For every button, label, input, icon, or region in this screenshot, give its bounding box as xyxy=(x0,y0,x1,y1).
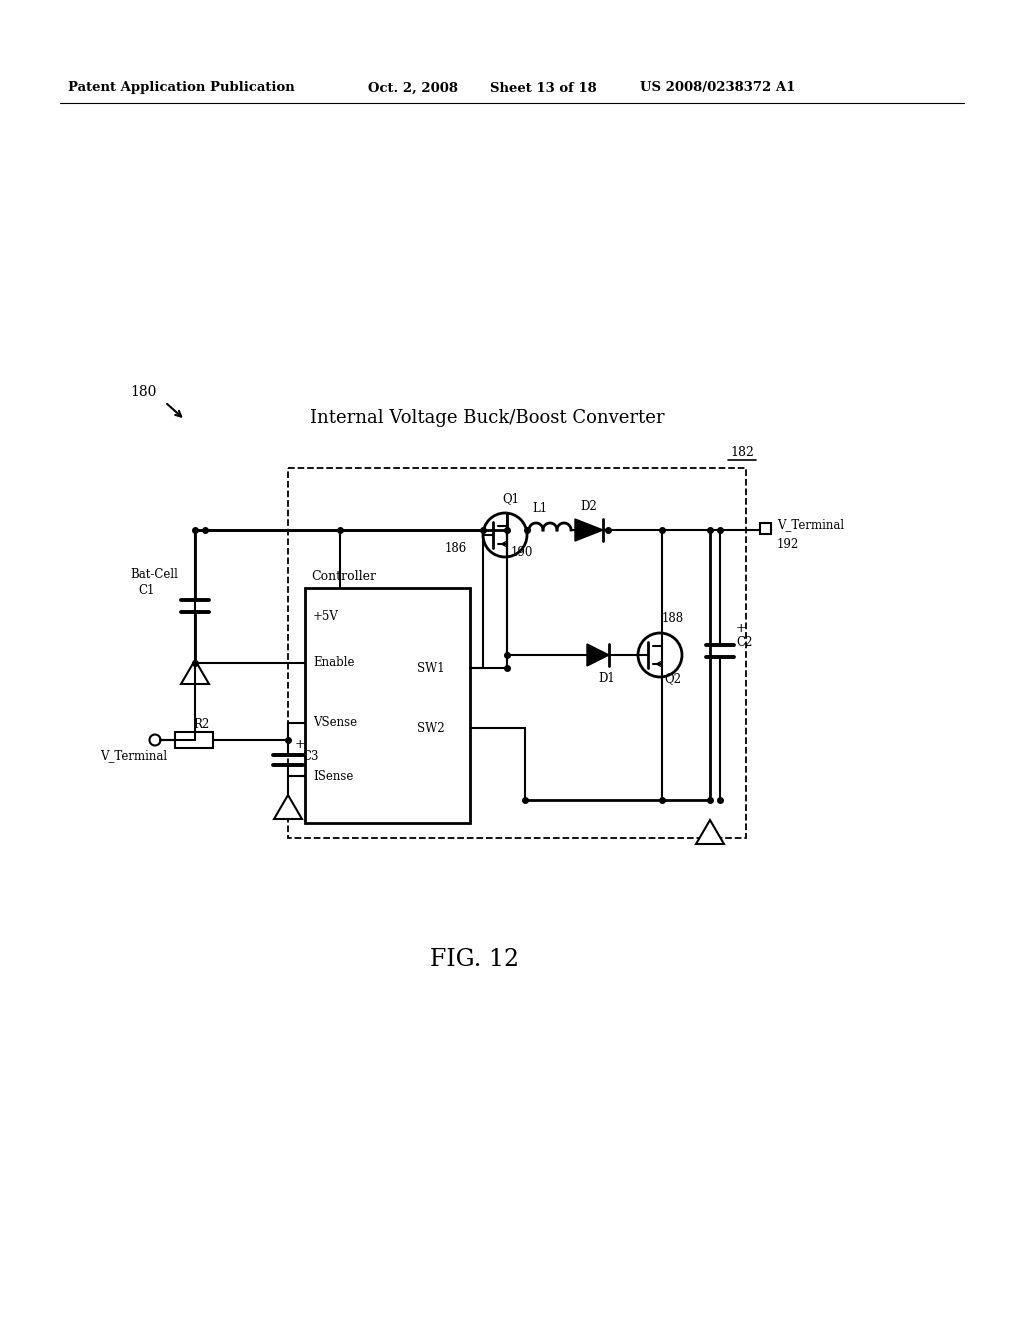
Text: 180: 180 xyxy=(130,385,157,399)
Polygon shape xyxy=(696,820,724,843)
Text: +: + xyxy=(295,738,305,751)
Text: SW2: SW2 xyxy=(417,722,444,734)
Text: 186: 186 xyxy=(445,543,467,556)
Text: 182: 182 xyxy=(730,446,754,458)
Text: Internal Voltage Buck/Boost Converter: Internal Voltage Buck/Boost Converter xyxy=(310,409,665,426)
Text: FIG. 12: FIG. 12 xyxy=(430,949,519,972)
Text: V_Terminal: V_Terminal xyxy=(100,750,167,763)
Text: +: + xyxy=(736,623,746,635)
Bar xyxy=(305,587,470,822)
Text: D2: D2 xyxy=(580,499,597,512)
Text: +5V: +5V xyxy=(313,610,339,623)
Text: Bat-Cell: Bat-Cell xyxy=(130,568,178,581)
Polygon shape xyxy=(575,519,603,541)
Bar xyxy=(288,469,746,838)
Polygon shape xyxy=(274,795,302,818)
Text: C3: C3 xyxy=(302,751,318,763)
Text: US 2008/0238372 A1: US 2008/0238372 A1 xyxy=(640,82,796,95)
Text: Enable: Enable xyxy=(313,656,354,669)
Text: Q2: Q2 xyxy=(664,672,681,685)
Text: Sheet 13 of 18: Sheet 13 of 18 xyxy=(490,82,597,95)
Bar xyxy=(760,523,771,535)
Text: C1: C1 xyxy=(138,585,155,598)
Text: Oct. 2, 2008: Oct. 2, 2008 xyxy=(368,82,458,95)
Text: Q1: Q1 xyxy=(502,492,519,506)
Text: V_Terminal: V_Terminal xyxy=(777,519,844,532)
Text: Controller: Controller xyxy=(311,569,376,582)
Text: 192: 192 xyxy=(777,537,800,550)
Text: R2: R2 xyxy=(193,718,209,730)
Text: Patent Application Publication: Patent Application Publication xyxy=(68,82,295,95)
Polygon shape xyxy=(587,644,609,667)
Text: C2: C2 xyxy=(736,636,753,649)
Text: D1: D1 xyxy=(598,672,614,685)
Text: VSense: VSense xyxy=(313,717,357,730)
Text: L1: L1 xyxy=(532,502,547,515)
Text: SW1: SW1 xyxy=(417,661,444,675)
Text: 188: 188 xyxy=(662,612,684,626)
Text: 190: 190 xyxy=(511,545,534,558)
Text: ISense: ISense xyxy=(313,770,353,783)
Polygon shape xyxy=(181,660,209,684)
Bar xyxy=(175,733,213,748)
